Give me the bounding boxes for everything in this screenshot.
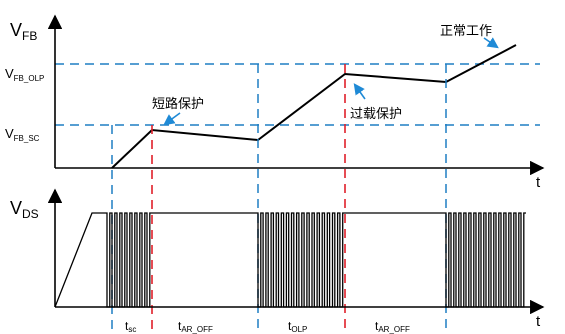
vfb-waveform — [111, 44, 517, 169]
interval-label-tsc: tsc — [125, 319, 136, 334]
vfb-olp-label: VFB_OLP — [5, 66, 44, 83]
vds-axis-label: VDS — [10, 198, 39, 221]
short-circuit-arrow — [163, 112, 181, 126]
normal-operation-label: 正常工作 — [440, 24, 492, 39]
overload-arrow — [353, 83, 366, 100]
normal-operation-arrow — [483, 37, 499, 49]
interval-label-tar-off-1: tAR_OFF — [178, 319, 213, 334]
interval-label-tolp: tOLP — [288, 319, 307, 334]
short-circuit-protection-label: 短路保护 — [152, 96, 204, 112]
overload-protection-label: 过载保护 — [350, 107, 402, 122]
interval-label-tar-off-2: tAR_OFF — [375, 319, 410, 334]
vfb-axis-label: VFB — [10, 20, 37, 43]
time-axis-label-top: t — [536, 174, 541, 191]
time-axis-label-bottom: t — [536, 313, 541, 330]
vfb-sc-label: VFB_SC — [5, 126, 40, 143]
vds-switching-trace — [54, 212, 526, 308]
vds-waveform — [54, 212, 526, 308]
